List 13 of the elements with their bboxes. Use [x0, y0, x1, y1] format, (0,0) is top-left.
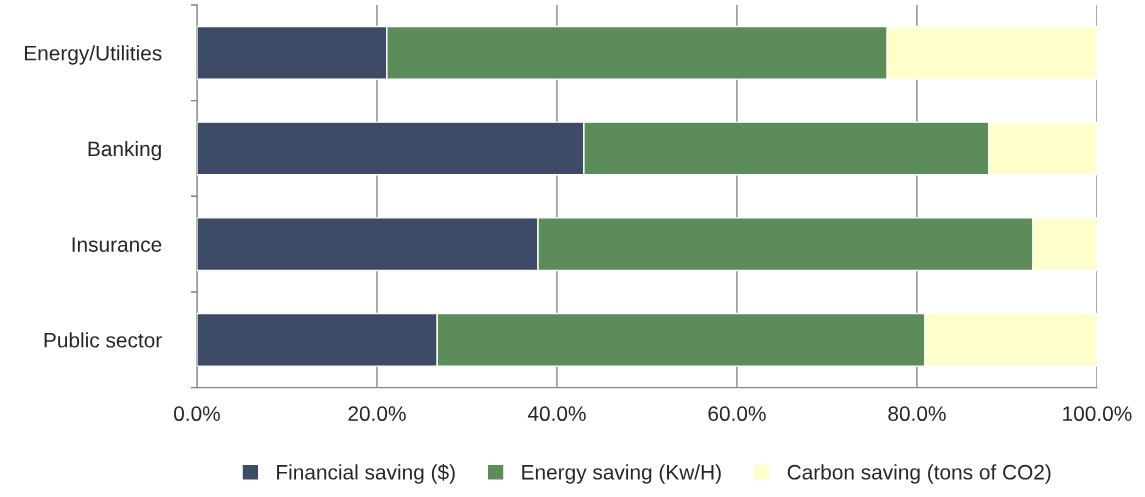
y-tick-label: Public sector: [44, 332, 162, 348]
y-tick-label: Energy/Utilities: [24, 45, 162, 65]
legend-label: Energy saving (Kw/H): [522, 464, 721, 484]
legend-label: Financial saving ($): [277, 463, 455, 484]
x-tick-label: 80.0%: [888, 406, 946, 422]
y-tick-label: Banking: [88, 140, 161, 161]
legend-label: Carbon saving (tons of CO2): [787, 464, 1051, 484]
x-tick-label: 0.0%: [174, 406, 220, 422]
x-tick-label: 60.0%: [708, 406, 766, 422]
x-tick-label: 20.0%: [348, 406, 406, 422]
x-tick-label: 100.0%: [1063, 406, 1132, 422]
x-tick-label: 40.0%: [527, 406, 586, 422]
y-tick-label: Insurance: [72, 237, 162, 252]
